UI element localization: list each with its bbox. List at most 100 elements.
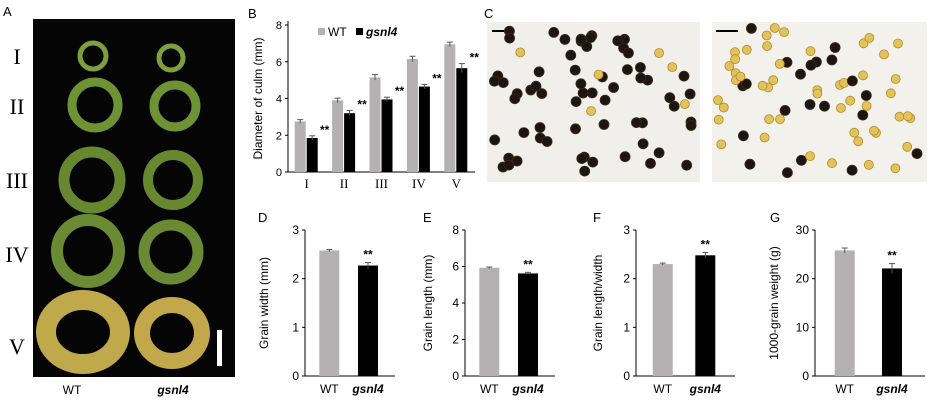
pollen-grain (559, 34, 571, 45)
pollen-grain (488, 75, 500, 87)
row-label-4: IV (5, 242, 28, 267)
pollen-grain (645, 157, 656, 169)
bar-WT-II (332, 100, 344, 172)
pollen-grain (511, 155, 523, 167)
pollen-grain (819, 100, 830, 112)
bar-WT-IV (406, 58, 418, 172)
significance-marker: ** (432, 71, 442, 85)
pollen-grain (608, 82, 619, 93)
y-tick-label: 1 (292, 320, 299, 334)
chart-panel-g: G 0 10 20 30 1000-grain weight (g) WT ** gsnl4 (767, 210, 925, 396)
chart-panel-b: B 0 2 4 6 8 Diameter of culm (mm) ** I ** II ** III… (248, 6, 479, 191)
bar-gsnl4-V (456, 68, 468, 172)
pollen-grain (635, 62, 646, 73)
pollen-grain (541, 136, 553, 147)
y-tick-label: 2 (452, 333, 459, 347)
pollen-grain (860, 90, 872, 101)
bar-WT-I (294, 121, 306, 172)
pollen-grain (631, 117, 642, 128)
gsnl4-culm-ring-5 (134, 297, 210, 369)
pollen-grain (829, 42, 841, 53)
pollen-grain (680, 99, 690, 109)
x-tick-label: gsnl4 (875, 382, 908, 396)
pollen-grain (782, 167, 793, 179)
pollen-grain (668, 100, 680, 112)
y-tick-label: 1 (623, 320, 630, 334)
wt-culm-ring-4 (51, 214, 125, 288)
x-tick-label: WT (653, 382, 672, 396)
bar-gsnl4 (358, 265, 378, 376)
x-tick-label: gsnl4 (689, 382, 722, 396)
pollen-grain (678, 70, 690, 82)
pollen-grain (497, 77, 509, 88)
panel-letter-c: C (484, 6, 493, 21)
pollen-grain (635, 72, 647, 84)
pollen-grain (530, 80, 542, 92)
pollen-grain (684, 88, 696, 100)
pollen-grain (593, 69, 604, 80)
pollen-grain (713, 114, 724, 125)
scale-bar-c1 (492, 30, 514, 32)
x-tick-label-b: IV (412, 176, 426, 191)
row-label-3: III (6, 168, 28, 193)
pollen-grain (653, 147, 665, 159)
pollen-grain (730, 54, 741, 65)
pollen-grain (858, 70, 868, 81)
pollen-grain (779, 105, 791, 116)
pollen-grain (857, 109, 869, 121)
y-tick-label-b: 8 (276, 20, 282, 32)
scale-bar (217, 330, 222, 366)
pollen-grain-micrograph (488, 25, 697, 177)
y-axis-label: 1000-grain weight (g) (767, 246, 781, 359)
significance-marker: ** (395, 84, 405, 98)
y-tick-label-b: 6 (276, 57, 282, 69)
pollen-grain (879, 49, 889, 60)
y-tick-label: 2 (292, 272, 299, 286)
pollen-grain (759, 132, 770, 143)
pollen-grain (805, 46, 816, 57)
pollen-grain (826, 54, 838, 66)
significance-marker: ** (523, 257, 533, 271)
y-axis-label: Grain length/width (591, 255, 605, 352)
pollen-grain (570, 123, 581, 135)
pollen-grain (762, 41, 772, 51)
pollen-grain-micrograph-mutant (713, 22, 923, 179)
pollen-grain (581, 41, 593, 52)
bar-gsnl4-II (344, 113, 356, 172)
chart-panel-d: D 0 1 2 3 Grain width (mm) WT ** gsnl4 (257, 210, 395, 396)
pollen-grain (585, 32, 597, 43)
y-tick-label: 3 (623, 223, 630, 237)
gsnl4-culm-ring-2 (149, 80, 201, 132)
pollen-grain (576, 153, 588, 165)
pollen-grain (738, 130, 749, 142)
bar-gsnl4 (695, 255, 716, 376)
panel-letter-b: B (248, 6, 257, 21)
chart-panel-e: E 0 2 4 6 8 Grain length (mm) WT ** gsnl4 (421, 210, 555, 396)
y-tick-label-b: 0 (276, 167, 282, 179)
pollen-grain (847, 75, 858, 87)
pollen-grain (827, 158, 837, 169)
pollen-grain (579, 165, 591, 177)
significance-marker: ** (363, 248, 373, 262)
y-tick-label: 0 (292, 369, 299, 383)
bar-WT (479, 267, 500, 376)
gsnl4-culm-ring-1 (156, 43, 186, 73)
col-label-gsnl4: gsnl4 (156, 383, 189, 397)
pollen-grain (746, 22, 757, 34)
significance-marker: ** (320, 123, 330, 137)
pollen-grain (575, 33, 587, 45)
pollen-grain (846, 164, 858, 176)
panel-letter-d: D (258, 210, 267, 225)
legend-swatch-gsnl4 (356, 28, 363, 35)
pollen-grain (775, 114, 785, 124)
col-label-wt: WT (63, 383, 82, 397)
row-label-5: V (9, 334, 25, 359)
pollen-grain (757, 80, 768, 91)
significance-marker: ** (887, 249, 897, 263)
pollen-grain (805, 59, 817, 71)
pollen-grain (622, 64, 633, 75)
significance-marker: ** (701, 237, 711, 251)
y-tick-label: 8 (452, 223, 459, 237)
pollen-grain (893, 38, 903, 49)
bar-WT (319, 250, 340, 376)
